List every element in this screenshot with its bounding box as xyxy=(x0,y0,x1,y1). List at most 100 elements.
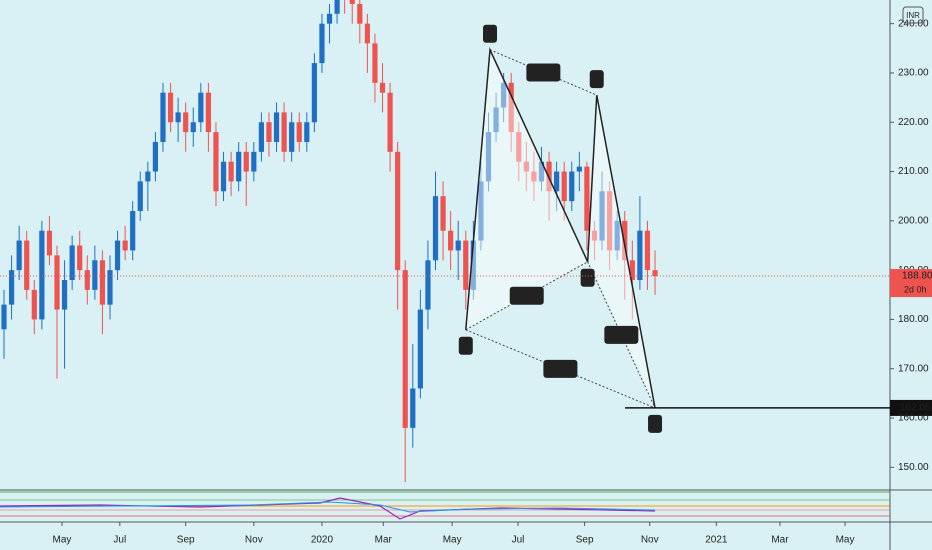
candle-body xyxy=(160,92,166,142)
candle-body xyxy=(281,112,287,152)
candle-body xyxy=(69,245,75,280)
y-tick-label: 180.00 xyxy=(898,314,929,325)
candle-body xyxy=(478,181,484,241)
candle-body xyxy=(213,132,219,192)
candle-body xyxy=(16,240,22,271)
candle-body xyxy=(554,171,560,192)
point-box xyxy=(648,414,663,433)
candle-body xyxy=(145,171,151,182)
candle-body xyxy=(569,171,575,202)
point-box xyxy=(589,70,604,89)
candle-body xyxy=(591,230,598,241)
x-tick-label: May xyxy=(443,535,462,546)
y-tick-label: 160.00 xyxy=(898,413,929,424)
candle-body xyxy=(61,280,68,310)
candle-body xyxy=(84,270,90,290)
pattern-fill xyxy=(465,49,588,330)
candle-body xyxy=(114,240,121,271)
candle-body xyxy=(599,191,605,241)
point-label: A xyxy=(486,28,494,40)
candle-body xyxy=(92,260,98,290)
candle-body xyxy=(130,210,136,251)
candle-body xyxy=(24,240,30,290)
x-tick-label: May xyxy=(836,535,855,546)
candle-body xyxy=(395,151,401,271)
ratio-label: 1.274 xyxy=(547,363,575,375)
candle-body xyxy=(576,166,582,172)
candle-body xyxy=(644,230,651,271)
x-tick-label: Mar xyxy=(375,535,393,546)
candle-body xyxy=(319,23,325,64)
candle-body xyxy=(304,122,310,142)
candle-body xyxy=(107,270,113,305)
candle-body xyxy=(77,245,83,271)
candle-body xyxy=(273,112,280,142)
ratio-box xyxy=(509,286,544,305)
candle-body xyxy=(531,171,537,182)
candle-body xyxy=(584,166,590,231)
candle-body xyxy=(251,151,257,172)
y-tick-label: 210.00 xyxy=(898,166,929,177)
x-tick-label: 2021 xyxy=(705,535,728,546)
y-tick-label: 150.00 xyxy=(898,462,929,473)
candle-body xyxy=(198,92,204,123)
candle-body xyxy=(448,230,454,251)
candle-body xyxy=(137,181,143,211)
candle-body xyxy=(236,151,242,182)
last-price-label: 188.80 xyxy=(902,271,932,282)
candle-body xyxy=(167,92,174,123)
candle-body xyxy=(357,3,363,24)
candle-body xyxy=(607,191,613,251)
currency-box[interactable] xyxy=(902,6,924,24)
candle-body xyxy=(228,161,234,182)
candle-body xyxy=(425,260,431,310)
candle-body xyxy=(410,388,416,428)
x-tick-label: 2020 xyxy=(311,535,334,546)
countdown: 2d 0h xyxy=(904,284,927,294)
point-label: X xyxy=(462,340,470,352)
point-box xyxy=(580,268,595,287)
candle-body xyxy=(1,304,7,330)
candle-body xyxy=(266,122,272,142)
candles xyxy=(1,0,658,483)
candle-body xyxy=(334,0,340,14)
x-tick-label: Nov xyxy=(245,535,263,546)
ratio-label: 0.763 xyxy=(530,66,558,78)
ratio-box xyxy=(604,325,639,344)
candle-body xyxy=(379,82,386,93)
y-tick-label: 170.00 xyxy=(898,363,929,374)
currency[interactable]: INR xyxy=(906,11,920,20)
target-price-label: 162.05 xyxy=(900,403,931,414)
x-tick-label: Sep xyxy=(177,535,195,546)
point-label: D xyxy=(651,418,659,430)
point-box xyxy=(483,24,498,43)
candle-body xyxy=(296,122,302,142)
candle-body xyxy=(8,270,15,305)
candle-body xyxy=(99,260,106,305)
candle-body xyxy=(349,0,355,4)
candle-body xyxy=(175,112,181,123)
candle-body xyxy=(364,23,370,44)
candle-body xyxy=(54,255,60,310)
y-tick-label: 240.00 xyxy=(898,18,929,29)
candle-body xyxy=(622,220,628,261)
candle-body xyxy=(523,161,529,172)
candle-body xyxy=(538,161,545,182)
x-tick-label: Jul xyxy=(113,535,126,546)
last-price-box xyxy=(890,269,932,298)
candle-body xyxy=(614,220,620,251)
candle-body xyxy=(205,92,212,133)
y-tick-label: 200.00 xyxy=(898,215,929,226)
candle-body xyxy=(152,141,159,172)
candle-body xyxy=(493,107,499,133)
candle-body xyxy=(417,309,423,389)
candle-body xyxy=(289,122,295,152)
x-tick-label: May xyxy=(53,535,72,546)
candle-body xyxy=(46,230,53,256)
candle-body xyxy=(39,230,45,320)
candle-body xyxy=(311,63,317,123)
candle-body xyxy=(501,82,507,108)
candle-body xyxy=(637,230,643,280)
candle-body xyxy=(508,82,514,133)
candle-body xyxy=(440,196,446,231)
